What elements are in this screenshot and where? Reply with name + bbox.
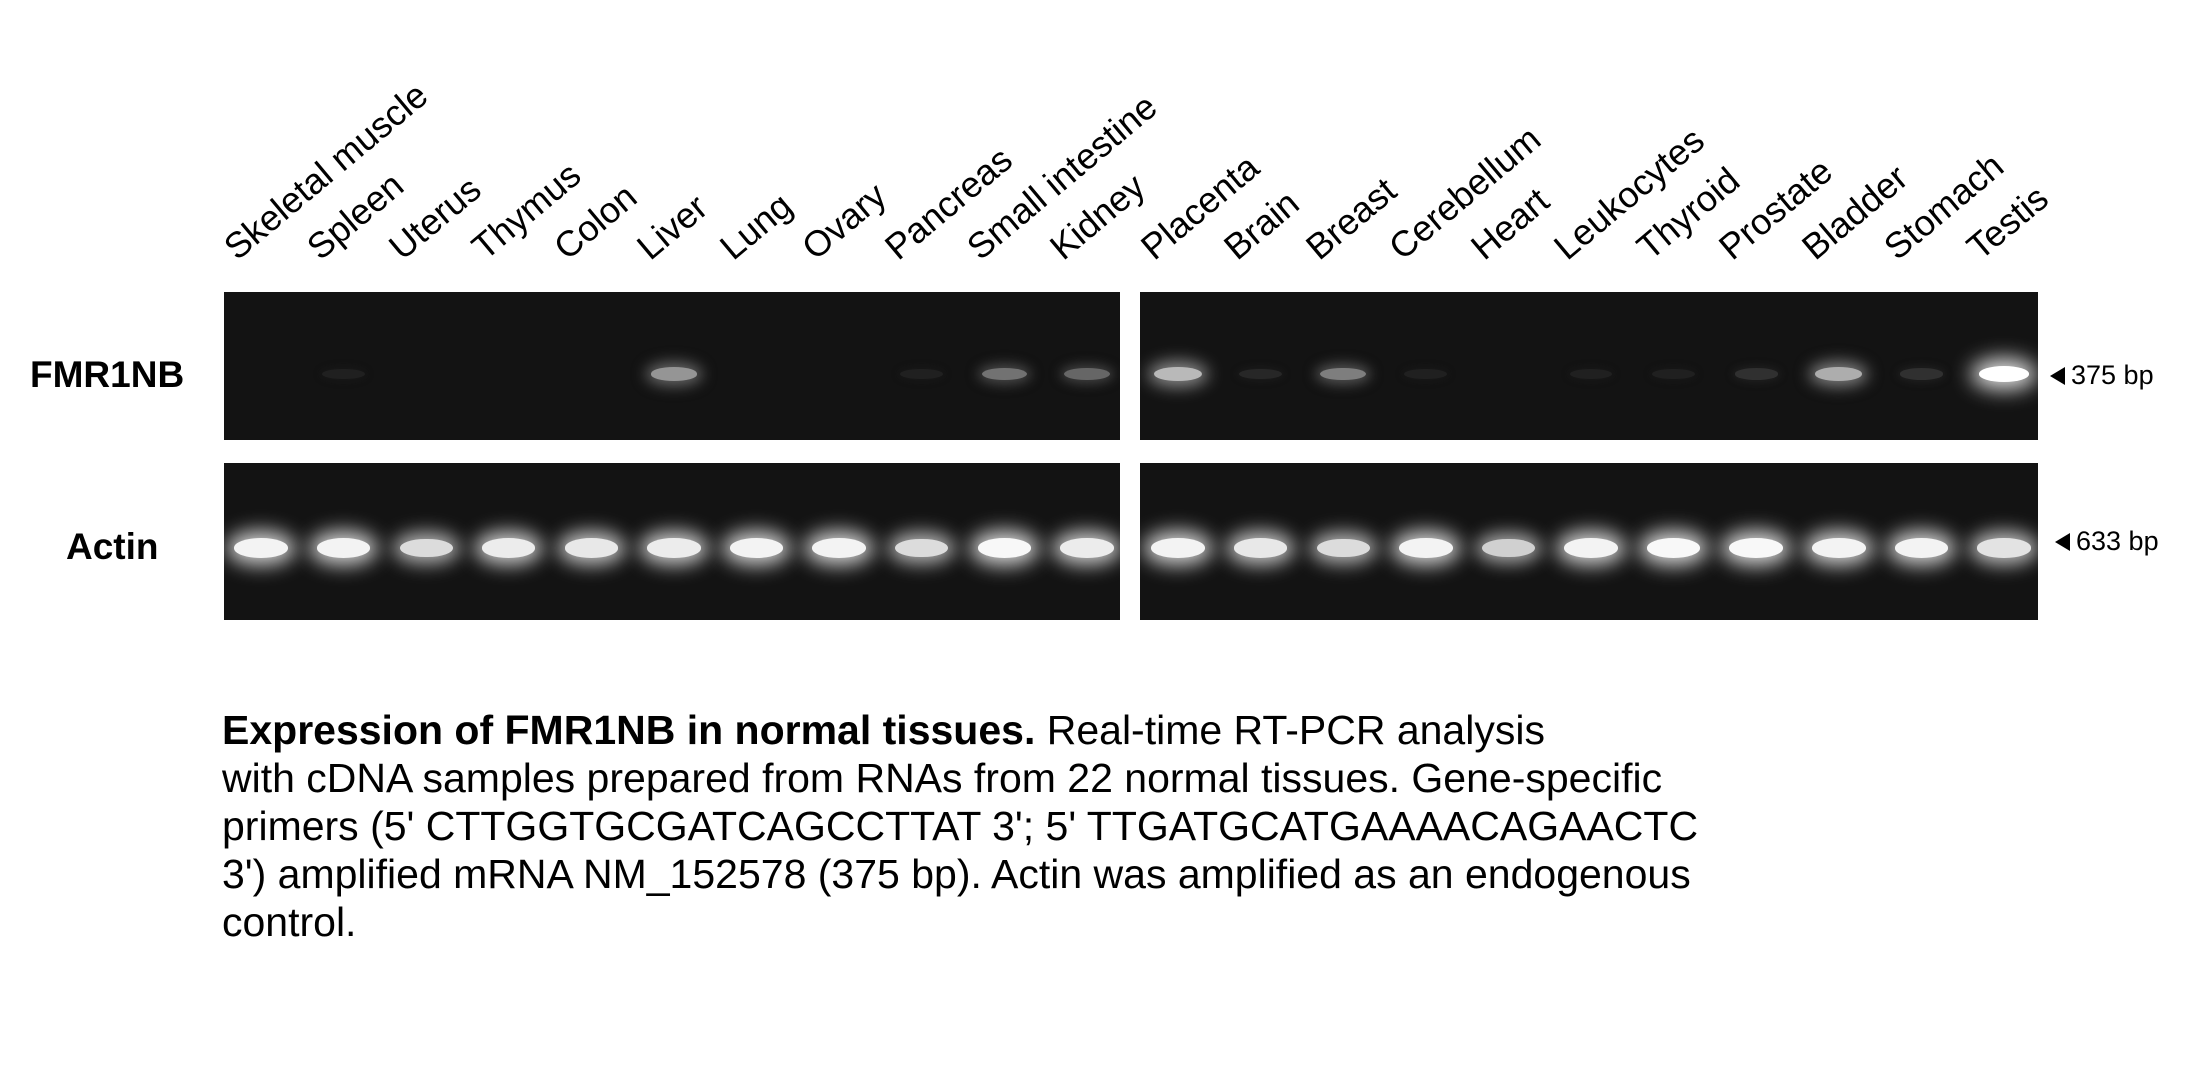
fmr1nb-band-breast (1320, 367, 1367, 381)
actin-band-cerebellum (1399, 538, 1453, 558)
figure-caption: Expression of FMR1NB in normal tissues. … (222, 706, 2057, 946)
fmr1nb-band-stomach (1899, 368, 1944, 380)
actin-band-placenta (1151, 538, 1205, 558)
actin-band-thyroid (1646, 538, 1701, 558)
marker-375bp-label: 375 bp (2071, 360, 2154, 390)
fmr1nb-band-kidney (1064, 367, 1110, 381)
actin-band-breast (1316, 538, 1370, 558)
caption-line-3: primers (5' CTTGGTGCGATCAGCCTTAT 3'; 5' … (222, 803, 1699, 849)
fmr1nb-band-testis (1979, 366, 2029, 382)
lane-label-liver: Liver (628, 185, 716, 268)
actin-band-testis (1977, 538, 2031, 558)
row-label-fmr1nb: FMR1NB (30, 354, 185, 395)
gel-actin-left (224, 463, 1120, 620)
fmr1nb-band-brain (1239, 368, 1283, 380)
gel-fmr1nb-right (1140, 292, 2038, 440)
caption-line-4: 3') amplified mRNA NM_152578 (375 bp). A… (222, 851, 1691, 897)
fmr1nb-band-cerebellum (1404, 368, 1448, 380)
caption-title: Expression of FMR1NB in normal tissues. (222, 707, 1036, 753)
actin-band-skeletal-muscle (234, 538, 288, 558)
actin-band-spleen (316, 538, 371, 558)
caption-line-5: control. (222, 899, 357, 945)
marker-633bp-label: 633 bp (2076, 526, 2159, 556)
lane-label-breast: Breast (1298, 169, 1405, 268)
arrow-left-icon (2055, 532, 2070, 551)
fmr1nb-band-small-intestine (981, 367, 1028, 381)
caption-line-2: with cDNA samples prepared from RNAs fro… (222, 755, 1663, 801)
fmr1nb-band-thyroid (1652, 368, 1696, 380)
lane-label-ovary: Ovary (794, 174, 895, 268)
actin-band-thymus (482, 538, 536, 558)
fmr1nb-band-spleen (322, 368, 366, 380)
fmr1nb-band-pancreas (900, 368, 944, 380)
actin-band-stomach (1894, 538, 1949, 558)
actin-band-prostate (1729, 538, 1784, 558)
actin-band-uterus (399, 538, 453, 558)
actin-band-small-intestine (977, 538, 1032, 558)
fmr1nb-band-leukocytes (1569, 368, 1613, 380)
gel-actin-right (1140, 463, 2038, 620)
fmr1nb-band-prostate (1734, 368, 1778, 380)
row-label-actin: Actin (66, 526, 159, 567)
actin-band-kidney (1060, 538, 1114, 558)
actin-band-colon (564, 538, 618, 558)
caption-line-1-text: Real-time RT-PCR analysis (1035, 707, 1545, 753)
fmr1nb-band-bladder (1815, 367, 1863, 381)
caption-line-1: Expression of FMR1NB in normal tissues. … (222, 706, 2057, 754)
marker-375bp: 375 bp (2050, 362, 2154, 389)
actin-band-liver (647, 538, 701, 558)
actin-band-heart (1482, 538, 1535, 558)
actin-band-ovary (812, 538, 866, 558)
lane-label-lung: Lung (711, 184, 800, 268)
actin-band-bladder (1812, 538, 1866, 558)
fmr1nb-band-liver (650, 367, 698, 381)
actin-band-leukocytes (1564, 538, 1618, 558)
actin-band-pancreas (895, 538, 949, 558)
actin-band-lung (729, 538, 784, 558)
arrow-left-icon (2050, 366, 2065, 385)
marker-633bp: 633 bp (2055, 528, 2159, 555)
fmr1nb-band-placenta (1154, 367, 1202, 381)
gel-fmr1nb-left (224, 292, 1120, 440)
actin-band-brain (1234, 538, 1288, 558)
